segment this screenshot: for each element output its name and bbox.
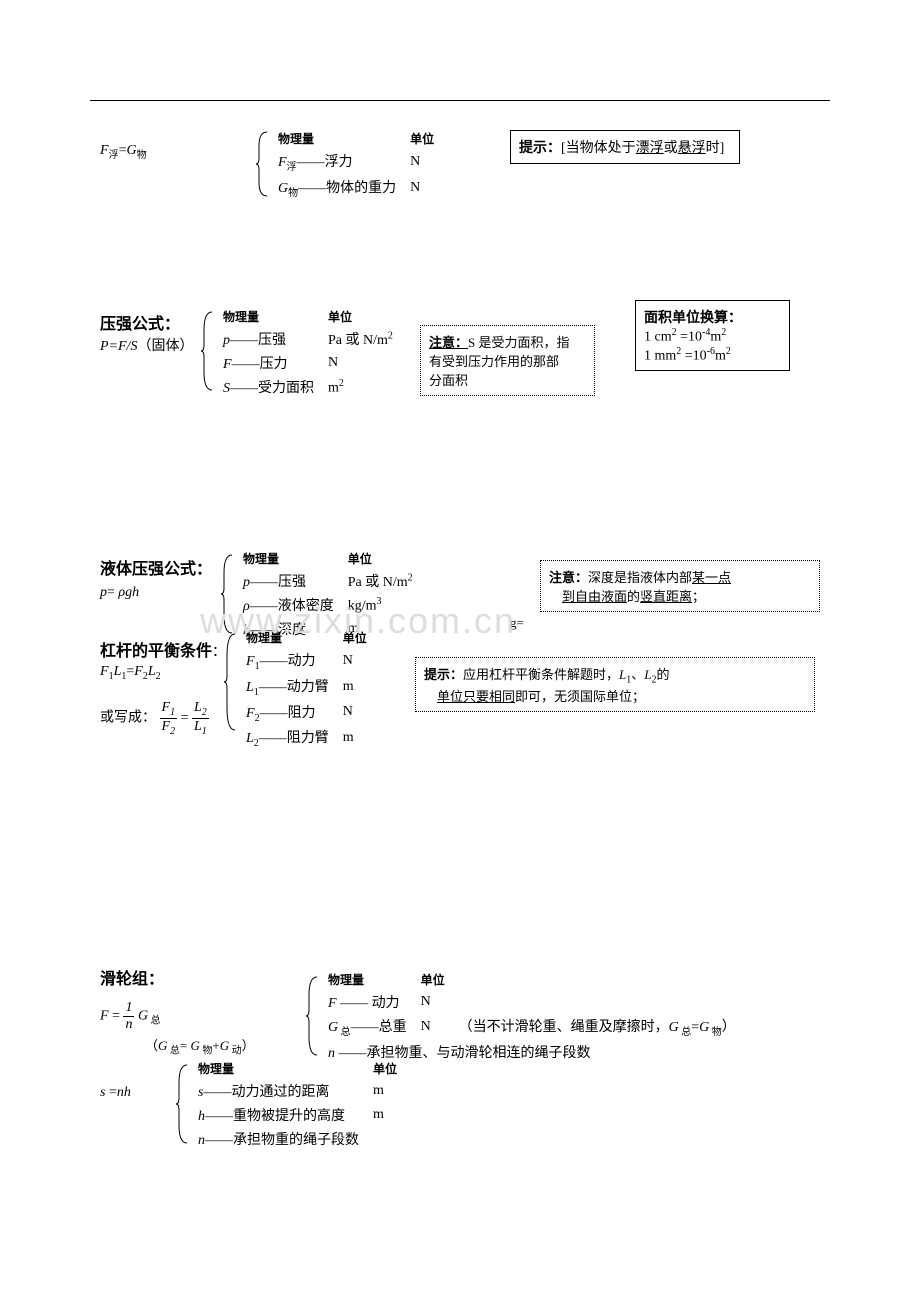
conv-box: 面积单位换算： 1 cm2 =10-4m2 1 mm2 =10-6m2 xyxy=(635,300,790,371)
formula-lever-alt: 或写成： F1F2 = L2L1 xyxy=(100,700,209,737)
formula-pulley-sub: （G 总= G 物+G 动） xyxy=(145,1035,255,1057)
g-suffix: g= xyxy=(510,615,524,631)
hdr-unit: 单位 xyxy=(404,129,440,148)
tip-s4: 提示：应用杠杆平衡条件解题时，L1、L2的 单位只要相同即可，无须国际单位； xyxy=(415,657,815,712)
formula-lever: F1L1=F2L2 xyxy=(100,664,161,682)
title-liquid: 液体压强公式： xyxy=(100,555,212,579)
top-rule xyxy=(90,100,830,101)
formula-fbuoy: F浮=G物 xyxy=(100,143,147,161)
title-pressure: 压强公式： xyxy=(100,310,180,334)
title-lever: 杠杆的平衡条件： xyxy=(100,637,226,661)
vars-s2: 物理量单位 p——压强Pa 或 N/m2 F——压力N S——受力面积m2 xyxy=(215,305,401,400)
brace-s5a xyxy=(305,975,319,1062)
vars-s4: 物理量单位 F1——动力N L1——动力臂m F2——阻力N L2——阻力臂m xyxy=(238,626,375,752)
vars-s5a: 物理量单位 F —— 动力N G 总——总重N （当不计滑轮重、绳重及摩擦时，G… xyxy=(320,968,744,1065)
tip-box-s1: 提示：[当物体处于漂浮或悬浮时] xyxy=(510,130,740,164)
formula-pulley-f: F = 1n G 总 xyxy=(100,1000,161,1033)
title-pulley: 滑轮组： xyxy=(100,965,164,989)
formula-liquid: p= ρgh xyxy=(100,585,139,601)
note-s3: 注意：深度是指液体内部某一点 到自由液面的竖直距离； xyxy=(540,560,820,612)
formula-pressure: P=F/S（固体） xyxy=(100,335,193,355)
brace-s1 xyxy=(255,130,269,203)
vars-s1: 物理量单位 F浮——浮力N G物——物体的重力N xyxy=(270,127,442,202)
brace-s4 xyxy=(223,632,237,737)
formula-pulley-s: s =nh xyxy=(100,1085,131,1101)
brace-s3 xyxy=(220,553,234,640)
vars-s5b: 物理量单位 s——动力通过的距离m h——重物被提升的高度m n——承担物重的绳… xyxy=(190,1057,405,1152)
hdr-qty: 物理量 xyxy=(272,129,402,148)
brace-s5b xyxy=(175,1063,189,1150)
brace-s2 xyxy=(200,310,214,397)
note-s2: 注意：S 是受力面积，指 有受到压力作用的那部 分面积 xyxy=(420,325,595,396)
